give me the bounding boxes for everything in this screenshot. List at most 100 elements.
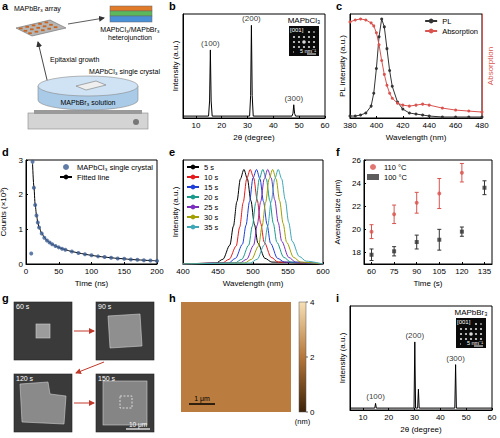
svg-text:60: 60 (321, 121, 330, 130)
svg-text:150 s: 150 s (98, 375, 116, 382)
svg-text:600: 600 (316, 267, 330, 276)
svg-text:MAPbBr₃ array: MAPbBr₃ array (14, 5, 61, 13)
svg-text:(100): (100) (201, 39, 220, 48)
svg-text:60: 60 (367, 267, 376, 276)
svg-text:Time (ns): Time (ns) (75, 279, 109, 288)
svg-text:20 s: 20 s (204, 193, 218, 202)
svg-text:(300): (300) (284, 94, 303, 103)
svg-text:35 s: 35 s (204, 223, 218, 232)
svg-text:4: 4 (310, 298, 315, 307)
html-text:e: e (169, 146, 176, 158)
svg-text:(nm): (nm) (295, 417, 311, 426)
svg-text:22: 22 (352, 202, 361, 211)
svg-text:10: 10 (358, 413, 367, 422)
svg-text:60: 60 (488, 413, 497, 422)
svg-text:450: 450 (211, 267, 225, 276)
svg-text:2θ (degree): 2θ (degree) (233, 133, 275, 142)
svg-text:1 μm: 1 μm (194, 395, 210, 403)
svg-text:Absorption: Absorption (486, 47, 495, 85)
svg-text:MAPbCl₃/MAPbBr₃: MAPbCl₃/MAPbBr₃ (100, 26, 160, 33)
svg-text:50: 50 (295, 121, 304, 130)
svg-text:Average size (μm): Average size (μm) (334, 179, 342, 244)
svg-text:460: 460 (449, 121, 463, 130)
svg-text:Intensity (a.u.): Intensity (a.u.) (338, 332, 347, 383)
svg-text:5 nm⁻¹: 5 nm⁻¹ (467, 340, 483, 346)
svg-text:2θ (degree): 2θ (degree) (400, 425, 442, 434)
svg-text:105: 105 (433, 267, 447, 276)
svg-text:2: 2 (19, 190, 24, 199)
svg-text:200: 200 (150, 267, 164, 276)
svg-text:24: 24 (352, 179, 361, 188)
svg-text:PL intensity (a.u.): PL intensity (a.u.) (338, 35, 347, 97)
svg-text:MAPbBr₃ solution: MAPbBr₃ solution (61, 99, 116, 106)
svg-text:MAPbBr₃: MAPbBr₃ (454, 308, 487, 317)
svg-text:Intensity (a.u.): Intensity (a.u.) (171, 40, 180, 91)
svg-text:550: 550 (281, 267, 295, 276)
svg-text:0: 0 (310, 408, 315, 417)
svg-text:60 s: 60 s (16, 303, 30, 310)
svg-text:75: 75 (390, 267, 399, 276)
svg-text:50: 50 (462, 413, 471, 422)
svg-text:100 °C: 100 °C (384, 173, 408, 182)
svg-text:50: 50 (54, 267, 63, 276)
svg-text:20: 20 (384, 413, 393, 422)
svg-text:MAPbCl₃ single crystal: MAPbCl₃ single crystal (89, 68, 160, 76)
svg-text:0: 0 (24, 267, 29, 276)
svg-text:25 s: 25 s (204, 203, 218, 212)
svg-text:15 s: 15 s (204, 183, 218, 192)
svg-text:5 s: 5 s (204, 163, 214, 172)
svg-text:Wavelength (nm): Wavelength (nm) (223, 279, 284, 288)
svg-text:100: 100 (85, 267, 99, 276)
svg-text:30: 30 (243, 121, 252, 130)
svg-text:110 °C: 110 °C (384, 163, 407, 172)
svg-text:Fitted line: Fitted line (77, 173, 110, 182)
svg-text:[001]: [001] (290, 27, 304, 33)
svg-text:5 nm⁻¹: 5 nm⁻¹ (300, 48, 316, 54)
svg-text:90: 90 (412, 267, 421, 276)
svg-text:Epitaxial growth: Epitaxial growth (50, 56, 100, 64)
svg-text:120: 120 (455, 267, 469, 276)
svg-text:MAPbCl₃: MAPbCl₃ (288, 16, 321, 25)
svg-text:Intensity (a.u.): Intensity (a.u.) (171, 186, 180, 237)
svg-text:Wavelength (nm): Wavelength (nm) (386, 133, 447, 142)
svg-text:18: 18 (352, 248, 361, 257)
svg-text:40: 40 (269, 121, 278, 130)
svg-text:10 μm: 10 μm (129, 421, 147, 429)
svg-text:1: 1 (19, 225, 24, 234)
svg-text:440: 440 (423, 121, 437, 130)
svg-text:PL: PL (442, 17, 451, 26)
html-text:c: c (336, 0, 343, 12)
svg-text:2: 2 (310, 353, 315, 362)
svg-text:20: 20 (352, 225, 361, 234)
svg-text:400: 400 (176, 267, 190, 276)
svg-text:380: 380 (343, 121, 357, 130)
svg-text:(300): (300) (446, 354, 465, 363)
svg-text:Time (s): Time (s) (413, 279, 442, 288)
svg-text:500: 500 (246, 267, 260, 276)
svg-text:3: 3 (19, 156, 24, 165)
svg-text:10: 10 (191, 121, 200, 130)
svg-text:20: 20 (217, 121, 226, 130)
svg-text:(200): (200) (242, 14, 261, 23)
svg-text:90 s: 90 s (98, 303, 112, 310)
svg-text:26: 26 (352, 156, 361, 165)
svg-text:420: 420 (396, 121, 410, 130)
svg-text:30 s: 30 s (204, 213, 218, 222)
svg-text:30: 30 (410, 413, 419, 422)
svg-text:400: 400 (370, 121, 384, 130)
svg-text:10 s: 10 s (204, 173, 218, 182)
svg-text:MAPbCl₃ single crystal: MAPbCl₃ single crystal (77, 163, 153, 172)
html-text:d: d (2, 146, 9, 158)
svg-text:[001]: [001] (457, 319, 471, 325)
svg-text:heterojunction: heterojunction (108, 34, 152, 42)
svg-text:(100): (100) (366, 392, 385, 401)
svg-text:(200): (200) (405, 331, 424, 340)
html-text:b: b (169, 0, 176, 12)
svg-text:150: 150 (118, 267, 132, 276)
svg-text:120 s: 120 s (16, 375, 34, 382)
svg-text:Absorption: Absorption (442, 27, 478, 36)
svg-text:480: 480 (475, 121, 489, 130)
svg-text:135: 135 (478, 267, 492, 276)
svg-text:40: 40 (436, 413, 445, 422)
svg-text:Counts (×10³): Counts (×10³) (0, 187, 8, 236)
